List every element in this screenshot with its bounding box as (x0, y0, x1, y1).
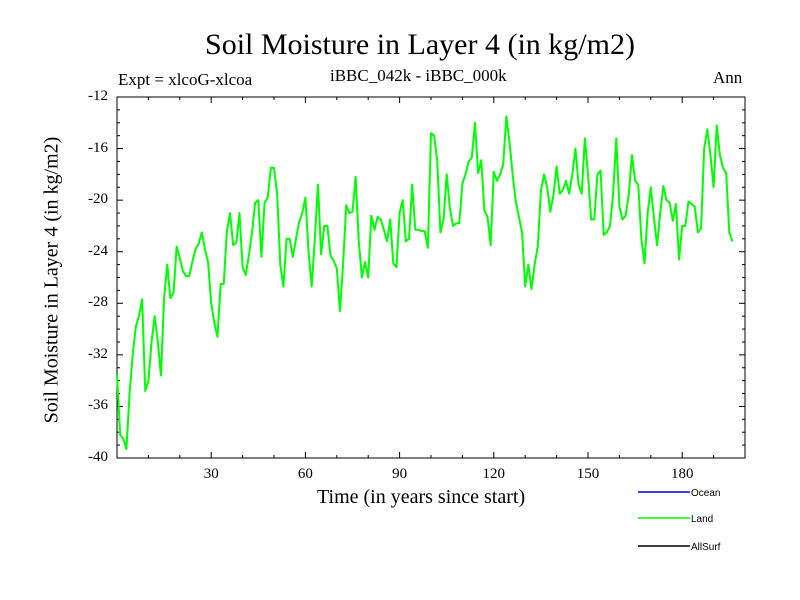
y-tick-label: -36 (88, 397, 108, 414)
legend-label-ocean: Ocean (691, 488, 720, 499)
x-tick-label: 60 (297, 466, 313, 482)
experiment-label: Expt = xlcoG-xlcoa (118, 70, 253, 89)
y-tick-label: -28 (88, 294, 108, 311)
y-tick-label: -32 (88, 345, 108, 362)
x-tick-label: 150 (576, 466, 600, 482)
y-tick-label: -24 (88, 242, 108, 259)
x-tick-label: 30 (203, 466, 219, 482)
x-axis-label: Time (in years since start) (317, 486, 526, 508)
x-tick-label: 120 (482, 466, 506, 482)
period-label: Ann (713, 68, 743, 87)
y-tick-label: -12 (88, 88, 108, 104)
chart-subtitle: iBBC_042k - iBBC_000k (330, 66, 507, 85)
x-tick-label: 90 (392, 466, 408, 482)
chart-title: Soil Moisture in Layer 4 (in kg/m2) (205, 28, 635, 61)
y-tick-label: -40 (88, 449, 108, 465)
y-tick-label: -16 (88, 139, 108, 156)
legend-label-land: Land (691, 514, 713, 525)
series-line-land (116, 115, 734, 450)
legend-label-allsurf: AllSurf (691, 542, 721, 553)
y-tick-label: -20 (88, 191, 108, 208)
x-tick-label: 180 (670, 466, 694, 482)
